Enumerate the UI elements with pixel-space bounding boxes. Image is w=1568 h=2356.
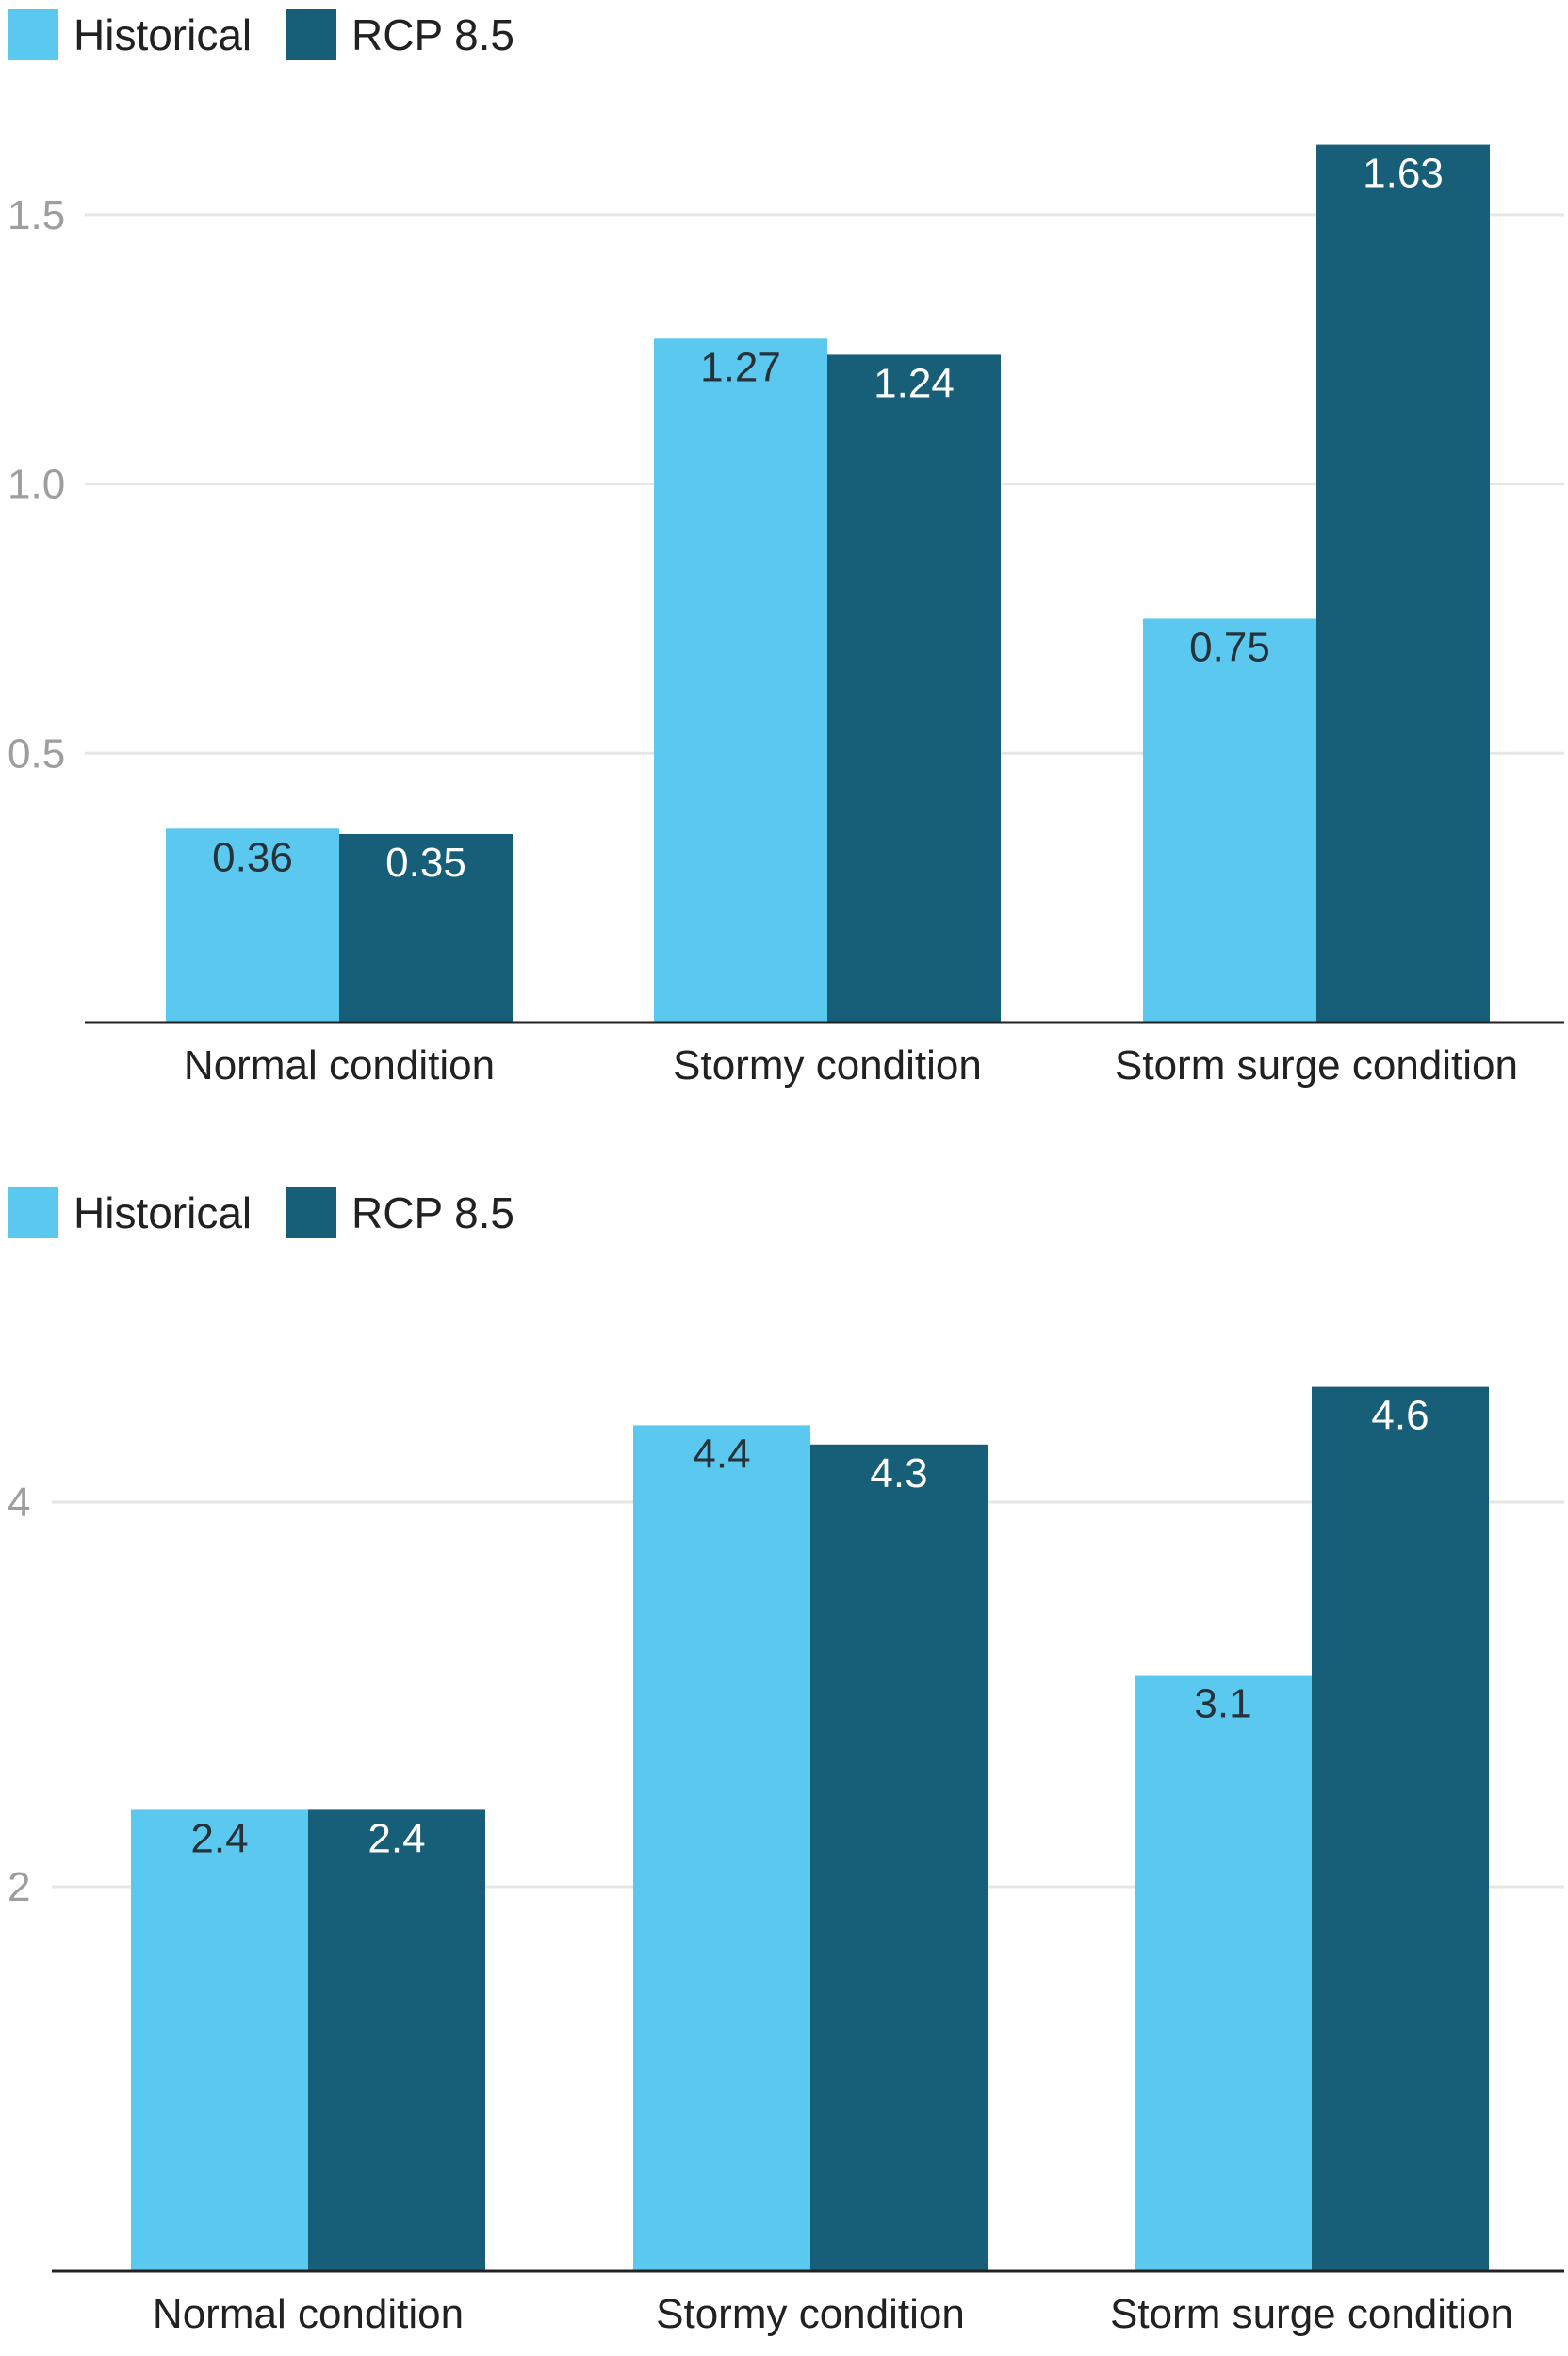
legend-label-rcp85: RCP 8.5 — [351, 10, 514, 59]
bar-rcp85 — [810, 1444, 988, 2271]
category-label: Storm surge condition — [1110, 2291, 1513, 2337]
category-label: Storm surge condition — [1115, 1042, 1518, 1088]
legend-label-historical: Historical — [74, 1188, 252, 1237]
data-label: 4.6 — [1371, 1393, 1429, 1439]
bar-rcp85 — [308, 1809, 485, 2271]
legend-swatch-rcp85 — [286, 9, 336, 60]
chart-1-svg: Historical RCP 8.5 0.5 1.0 1.5 0.36 0.35 Normal… — [8, 9, 1564, 1088]
y-tick-label: 1.0 — [8, 462, 65, 508]
data-label: 1.24 — [874, 360, 955, 406]
bar-historical — [166, 828, 339, 1023]
y-tick-label: 1.5 — [8, 192, 65, 238]
data-label: 1.27 — [700, 344, 781, 390]
legend-label-rcp85: RCP 8.5 — [351, 1188, 514, 1237]
bar-historical — [633, 1425, 810, 2271]
data-label: 0.36 — [212, 834, 293, 880]
bar-rcp85 — [339, 834, 513, 1023]
bar-rcp85 — [1312, 1386, 1489, 2271]
bar-rcp85 — [1316, 144, 1490, 1023]
data-label: 0.75 — [1189, 624, 1270, 670]
data-label: 2.4 — [368, 1815, 425, 1861]
category-label: Normal condition — [184, 1042, 495, 1088]
legend-swatch-historical — [8, 1187, 58, 1238]
legend-swatch-rcp85 — [286, 1187, 336, 1238]
legend-swatch-historical — [8, 9, 58, 60]
bar-historical — [1143, 618, 1316, 1023]
bar-historical — [654, 338, 827, 1023]
bar-historical — [131, 1809, 308, 2271]
y-tick-label: 0.5 — [8, 730, 65, 777]
data-label: 2.4 — [190, 1815, 248, 1861]
category-label: Stormy condition — [673, 1042, 982, 1088]
data-label: 3.1 — [1194, 1681, 1251, 1727]
bar-rcp85 — [827, 354, 1001, 1023]
chart-2: Historical RCP 8.5 2 4 2.4 2.4 Normal conditio… — [0, 1178, 1568, 2356]
category-label: Normal condition — [153, 2291, 464, 2337]
chart-2-svg: Historical RCP 8.5 2 4 2.4 2.4 Normal conditio… — [8, 1187, 1564, 2337]
y-tick-label: 2 — [8, 1864, 30, 1910]
chart-1: Historical RCP 8.5 0.5 1.0 1.5 0.36 0.35 Normal… — [8, 9, 1564, 1088]
category-label: Stormy condition — [656, 2291, 965, 2337]
data-label: 4.3 — [870, 1450, 927, 1497]
y-tick-label: 4 — [8, 1480, 30, 1526]
data-label: 1.63 — [1363, 151, 1444, 197]
data-label: 4.4 — [693, 1431, 750, 1477]
legend-label-historical: Historical — [74, 10, 252, 59]
data-label: 0.35 — [385, 840, 466, 886]
bar-historical — [1135, 1675, 1312, 2271]
